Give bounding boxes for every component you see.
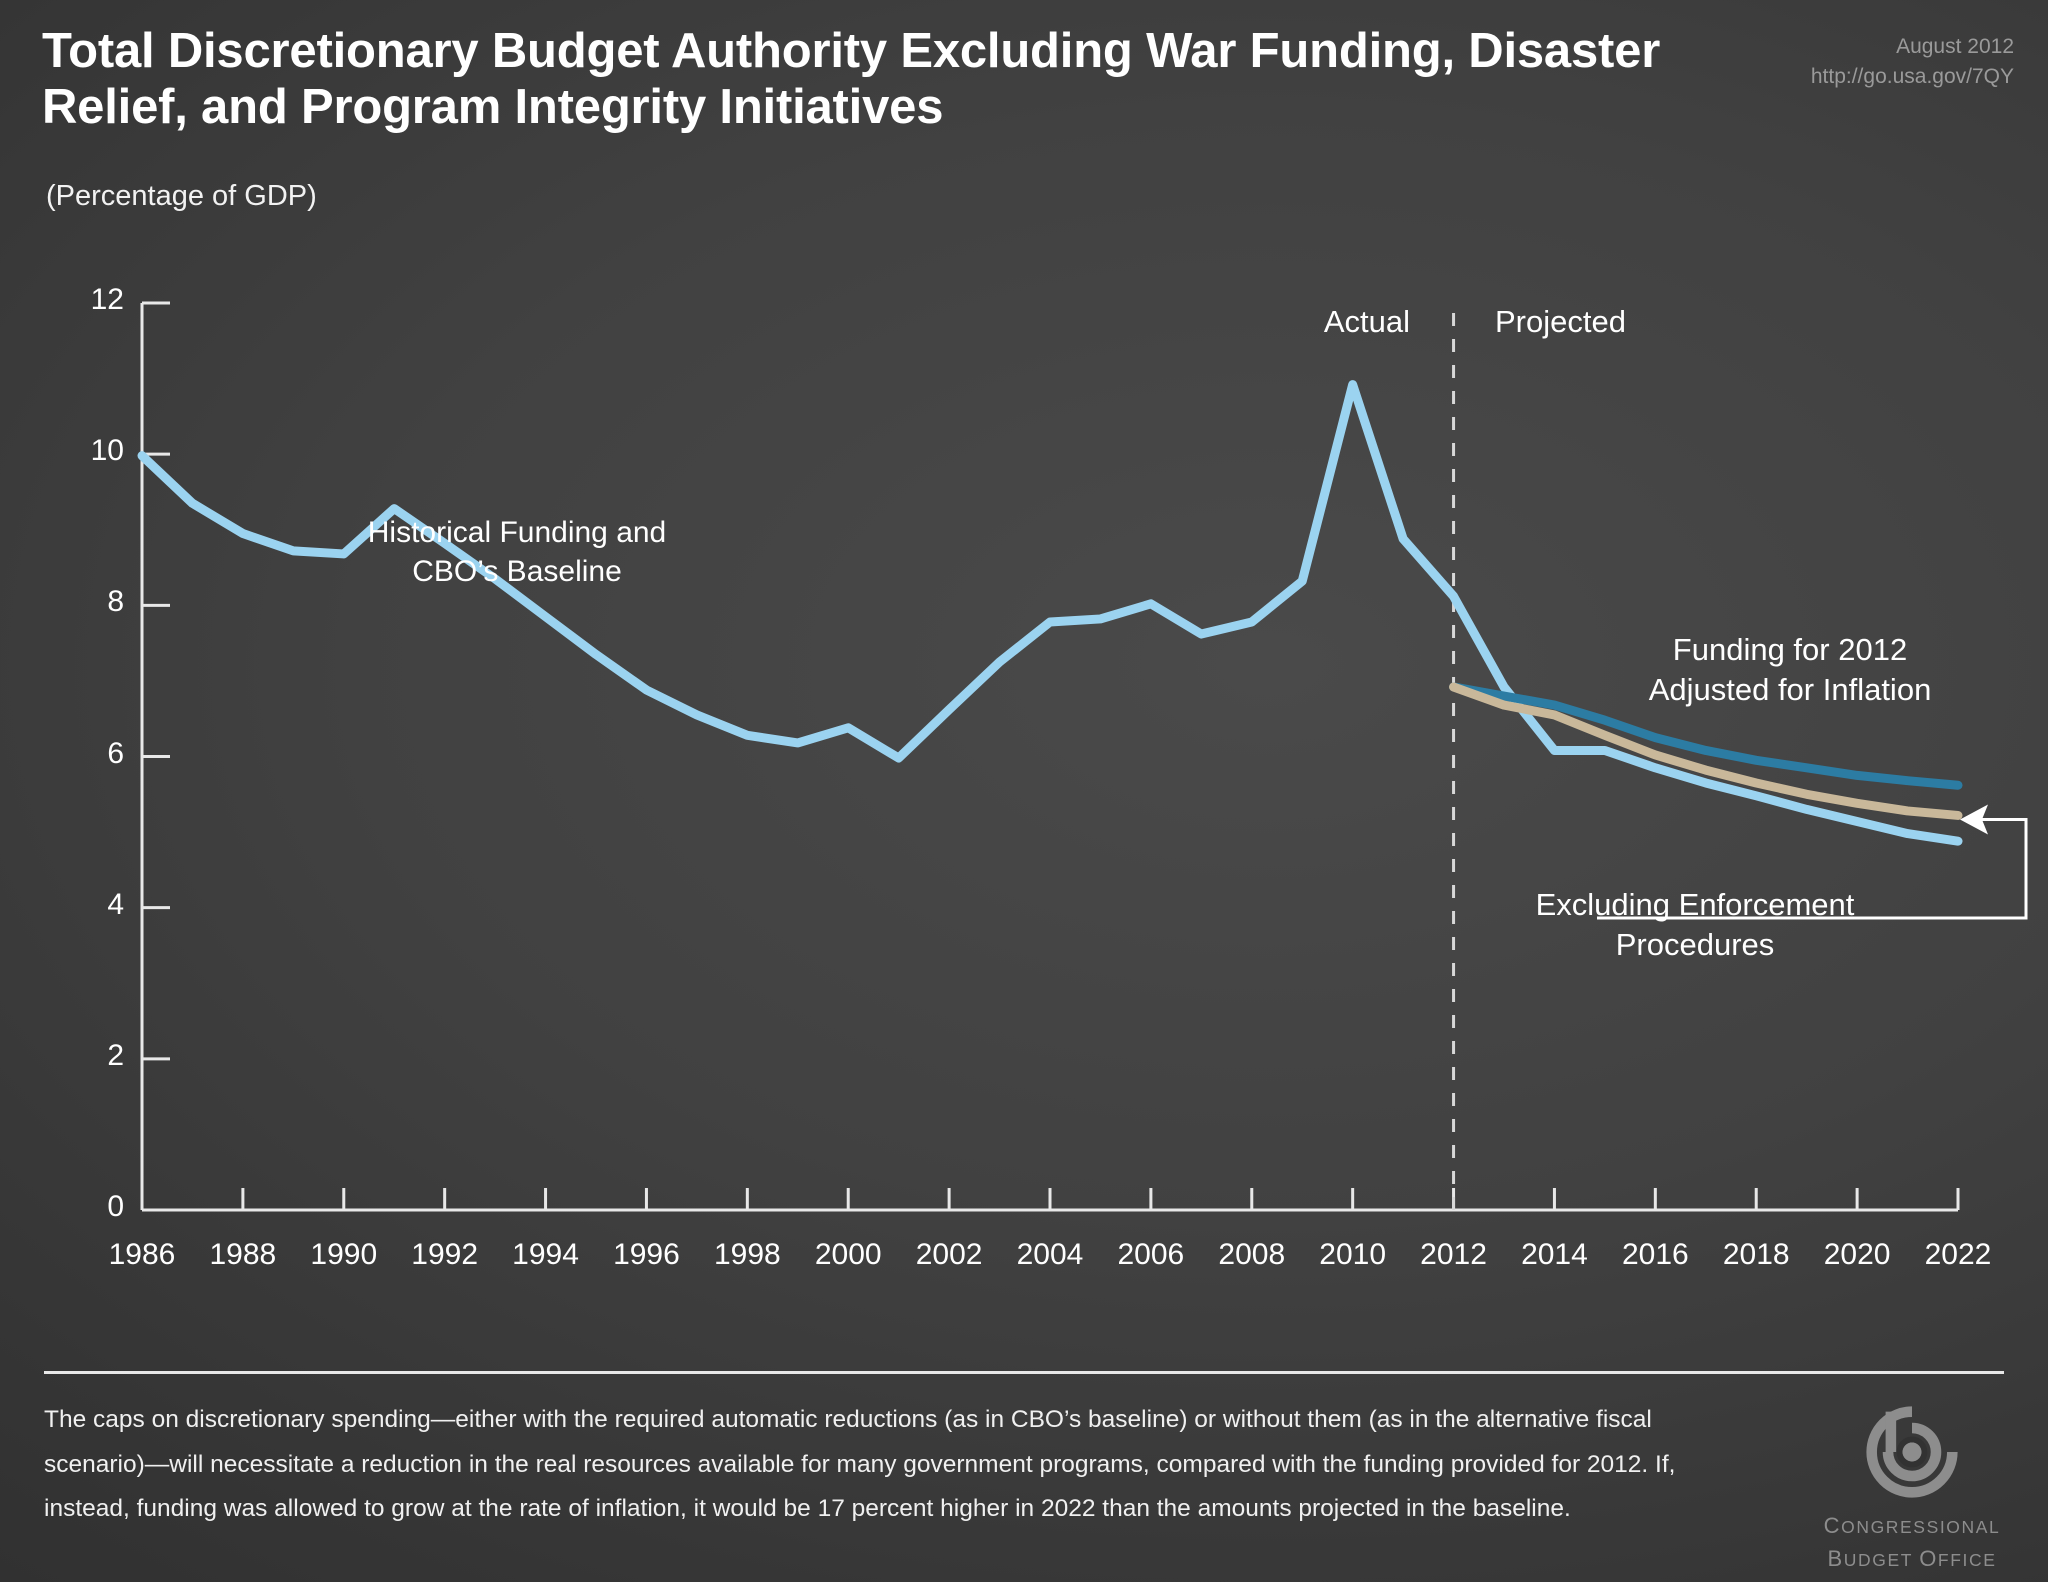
annotation-funding-adjusted-for-inflation: Funding for 2012 Adjusted for Inflation	[1648, 632, 1932, 708]
x-tick-2008: 2008	[1218, 1238, 1286, 1271]
series-lines	[137, 380, 1963, 846]
x-tick-1998: 1998	[713, 1238, 781, 1271]
footer-divider	[44, 1371, 2004, 1374]
y-tick-0: 0	[107, 1190, 124, 1223]
x-tick-2010: 2010	[1319, 1238, 1387, 1271]
y-tick-10: 10	[90, 434, 124, 468]
series-line-1	[1449, 682, 1963, 790]
cbo-logo: CONGRESSIONAL BUDGET OFFICE	[1812, 1404, 2012, 1575]
y-tick-6: 6	[107, 736, 124, 770]
page-subtitle: (Percentage of GDP)	[46, 180, 317, 212]
x-tick-2020: 2020	[1823, 1238, 1891, 1271]
cbo-logo-line1: CONGRESSIONAL	[1823, 1513, 2001, 1538]
chart-svg	[137, 301, 2028, 1212]
footnote-text: The caps on discretionary spending—eithe…	[44, 1406, 1676, 1523]
y-tick-12: 12	[90, 283, 124, 316]
x-tick-1988: 1988	[209, 1238, 277, 1271]
cbo-logo-line2: BUDGET OFFICE	[1827, 1546, 1997, 1571]
x-tick-1990: 1990	[310, 1238, 378, 1271]
x-tick-2014: 2014	[1521, 1238, 1588, 1271]
x-tick-1992: 1992	[411, 1238, 479, 1271]
x-tick-2016: 2016	[1621, 1238, 1689, 1271]
x-tick-2002: 2002	[915, 1238, 983, 1271]
series-line-0	[137, 380, 1963, 846]
cbo-spiral-icon	[1866, 1406, 1958, 1498]
y-tick-2: 2	[107, 1038, 124, 1072]
y-tick-8: 8	[107, 585, 124, 619]
callout-leader-line	[1597, 804, 2028, 920]
annotation-actual: Actual	[1323, 304, 1410, 339]
page-title: Total Discretionary Budget Authority Exc…	[42, 24, 1661, 134]
publication-date: August 2012	[1896, 35, 2014, 58]
x-tick-2022: 2022	[1924, 1238, 1992, 1271]
x-tick-1996: 1996	[613, 1238, 680, 1271]
x-tick-2006: 2006	[1117, 1238, 1185, 1271]
y-tick-4: 4	[107, 887, 124, 921]
x-tick-1986: 1986	[108, 1238, 176, 1271]
annotation-excluding-enforcement-procedures: Excluding Enforcement Procedures	[1535, 887, 1855, 963]
x-tick-1994: 1994	[512, 1238, 579, 1271]
publication-meta: August 2012 http://go.usa.gov/7QY	[1811, 32, 2014, 92]
axes	[140, 301, 1960, 1212]
x-tick-2004: 2004	[1016, 1238, 1084, 1271]
annotation-projected: Projected	[1495, 304, 1626, 339]
x-tick-2012: 2012	[1420, 1238, 1487, 1271]
x-tick-2018: 2018	[1722, 1238, 1790, 1271]
cbo-logo-text: CONGRESSIONAL BUDGET OFFICE	[1812, 1509, 2012, 1575]
annotation-historical-funding: Historical Funding and CBO’s Baseline	[367, 516, 667, 588]
publication-url[interactable]: http://go.usa.gov/7QY	[1810, 64, 2014, 88]
series-line-2	[1449, 682, 1963, 820]
chart: 0 2 4 6 8 10 12 1986 1988 1990 1992 1994 1996 1998 20…	[90, 283, 2028, 1271]
x-tick-2000: 2000	[814, 1238, 882, 1271]
